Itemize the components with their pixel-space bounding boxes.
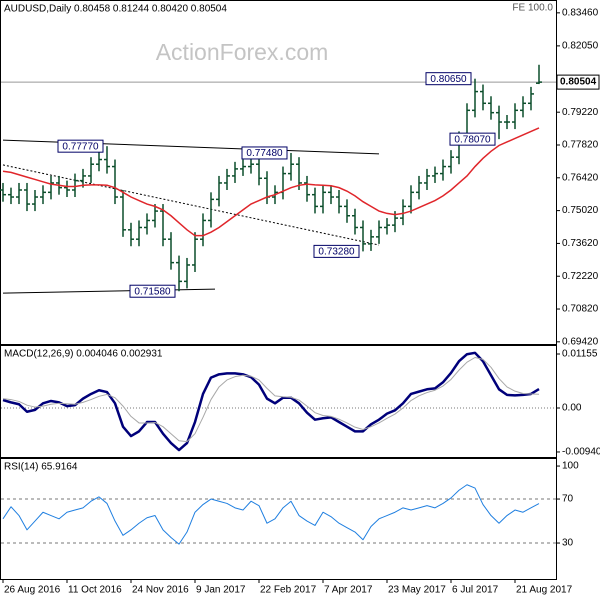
y-tick-label: 30 (562, 538, 574, 549)
price-annotation-box (129, 284, 176, 298)
price-annotation-box (57, 139, 104, 153)
moving-average (2, 127, 540, 237)
y-tick-label: 0.83460 (562, 7, 599, 18)
y-tick-label: 0.01155 (562, 349, 598, 360)
price-annotation-box (241, 146, 288, 160)
price-annotation-box (425, 72, 472, 86)
y-tick-label: 0.76420 (562, 172, 599, 183)
panel-frame (0, 458, 557, 580)
price-annotation: 0.77770 (62, 141, 99, 152)
watermark: ActionForex.com (156, 39, 329, 65)
y-tick-label: 0.82050 (562, 41, 599, 52)
x-tick-label: 24 Nov 2016 (132, 585, 189, 596)
x-tick-label: 23 May 2017 (388, 585, 446, 596)
price-annotation: 0.80650 (430, 74, 467, 85)
y-tick-label: 70 (562, 494, 574, 505)
y-tick-label: 0.79220 (562, 107, 599, 118)
y-tick-label: 0.00 (562, 403, 582, 414)
y-tick-label: 0.77820 (562, 140, 599, 151)
x-tick-label: 26 Aug 2016 (4, 585, 61, 596)
trend-line (2, 164, 380, 246)
corner-label: FE 100.0 (512, 3, 553, 14)
y-tick-label: -0.009408 (562, 447, 600, 458)
panel-title: RSI(14) 65.9164 (4, 462, 78, 473)
y-tick-label: 0.75020 (562, 205, 599, 216)
x-tick-label: 22 Feb 2017 (260, 585, 317, 596)
indicator-line (2, 484, 540, 545)
indicator-line (2, 351, 540, 452)
price-annotation-box (449, 132, 496, 146)
x-tick-label: 21 Aug 2017 (516, 585, 573, 596)
price-annotation: 0.78070 (454, 134, 491, 145)
last-price-label: 0.80504 (560, 77, 597, 88)
x-tick-label: 7 Apr 2017 (324, 585, 373, 596)
price-annotation: 0.73280 (318, 247, 355, 258)
x-tick-label: 6 Jul 2017 (452, 585, 499, 596)
price-annotation: 0.77480 (246, 148, 283, 159)
x-tick-label: 9 Jan 2017 (196, 585, 246, 596)
price-annotation: 0.71580 (134, 286, 171, 297)
x-tick-label: 11 Oct 2016 (68, 585, 122, 596)
y-tick-label: 0.70820 (562, 304, 599, 315)
y-tick-label: 100 (562, 461, 579, 472)
panel-frame (0, 0, 557, 345)
panel-title: AUDUSD,Daily 0.80458 0.81244 0.80420 0.8… (4, 4, 227, 15)
price-annotation-box (313, 244, 360, 258)
panel-title: MACD(12,26,9) 0.004046 0.002931 (4, 349, 163, 360)
y-tick-label: 0.69420 (562, 336, 599, 347)
y-tick-label: 0.72220 (562, 271, 599, 282)
y-tick-label: 0.73620 (562, 238, 599, 249)
indicator-line (2, 357, 540, 443)
last-price-box (556, 74, 600, 90)
